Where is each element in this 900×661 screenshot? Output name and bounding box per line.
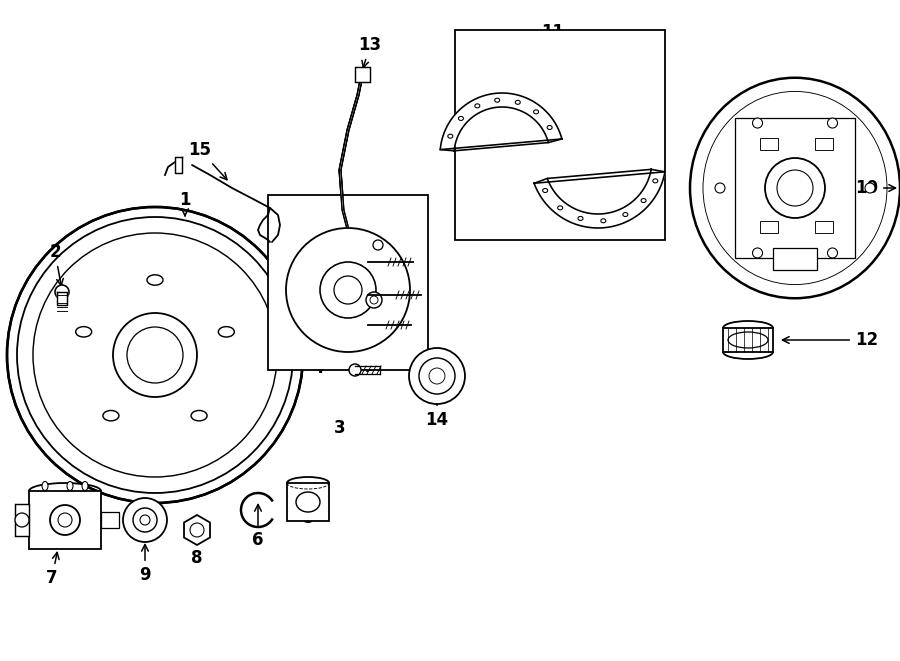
Circle shape — [133, 508, 157, 532]
Bar — [723, 328, 773, 352]
Circle shape — [827, 118, 838, 128]
Bar — [101, 512, 119, 528]
Bar — [455, 30, 665, 240]
Circle shape — [827, 248, 838, 258]
Polygon shape — [440, 93, 562, 151]
Ellipse shape — [67, 481, 73, 490]
Text: 10: 10 — [855, 179, 896, 197]
Bar — [735, 118, 855, 258]
Ellipse shape — [296, 492, 320, 512]
Text: 8: 8 — [191, 524, 202, 567]
Bar — [760, 138, 778, 150]
Ellipse shape — [690, 78, 900, 298]
Circle shape — [286, 228, 410, 352]
Text: 6: 6 — [252, 504, 264, 549]
Circle shape — [349, 364, 361, 376]
Text: 14: 14 — [426, 360, 448, 429]
Circle shape — [765, 158, 825, 218]
Circle shape — [373, 240, 383, 250]
Text: 12: 12 — [782, 331, 878, 349]
Circle shape — [865, 183, 875, 193]
Circle shape — [7, 207, 303, 503]
Circle shape — [140, 515, 150, 525]
Bar — [355, 67, 370, 82]
Circle shape — [366, 292, 382, 308]
Ellipse shape — [42, 481, 48, 490]
Text: 5: 5 — [302, 492, 314, 527]
Circle shape — [50, 505, 80, 535]
Circle shape — [15, 513, 29, 527]
Text: 4: 4 — [312, 359, 373, 377]
Bar — [15, 504, 29, 536]
Circle shape — [715, 183, 725, 193]
Text: 3: 3 — [334, 419, 346, 437]
Circle shape — [320, 262, 376, 318]
Polygon shape — [184, 515, 210, 545]
Circle shape — [419, 358, 455, 394]
Bar — [760, 221, 778, 233]
Bar — [815, 221, 833, 233]
Text: 1: 1 — [179, 191, 191, 215]
Text: 9: 9 — [140, 545, 151, 584]
Polygon shape — [57, 292, 67, 305]
Ellipse shape — [82, 481, 88, 490]
Circle shape — [752, 118, 762, 128]
Text: 13: 13 — [358, 36, 382, 67]
Bar — [29, 491, 101, 549]
Bar — [268, 195, 428, 370]
Text: 2: 2 — [50, 243, 63, 286]
Circle shape — [123, 498, 167, 542]
Bar — [773, 248, 817, 270]
Text: 11: 11 — [542, 23, 564, 41]
Text: 15: 15 — [188, 141, 227, 180]
Circle shape — [334, 276, 362, 304]
Polygon shape — [175, 157, 182, 173]
Text: 7: 7 — [46, 553, 59, 587]
Bar — [815, 138, 833, 150]
Polygon shape — [534, 169, 665, 228]
Circle shape — [752, 248, 762, 258]
Bar — [287, 483, 329, 521]
Circle shape — [55, 285, 69, 299]
Circle shape — [58, 513, 72, 527]
Circle shape — [409, 348, 465, 404]
